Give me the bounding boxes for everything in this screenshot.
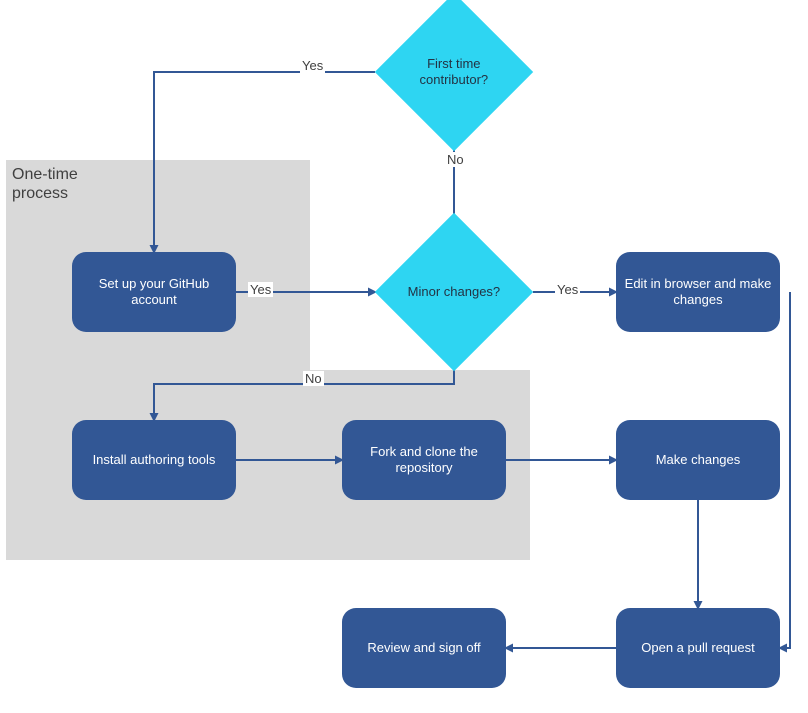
- group-label: One-time process: [12, 165, 78, 203]
- process-review: Review and sign off: [342, 608, 506, 688]
- edge-label-ft-no: No: [445, 152, 466, 167]
- edge-label-mc-no: No: [303, 371, 324, 386]
- decision-first-time: First time contributor?: [375, 0, 533, 151]
- flowchart-canvas: One-time process First time contributor?…: [0, 0, 808, 713]
- edge-label-ft-yes: Yes: [300, 58, 325, 73]
- process-make-changes: Make changes: [616, 420, 780, 500]
- edge-label-mc-yes: Yes: [555, 282, 580, 297]
- edge-label-gh-minor: Yes: [248, 282, 273, 297]
- process-edit-browser: Edit in browser and make changes: [616, 252, 780, 332]
- edge-browser-down: [780, 292, 790, 648]
- process-install-tools: Install authoring tools: [72, 420, 236, 500]
- process-fork-clone: Fork and clone the repository: [342, 420, 506, 500]
- decision-minor-changes-label: Minor changes?: [398, 284, 510, 300]
- process-setup-github: Set up your GitHub account: [72, 252, 236, 332]
- process-open-pr: Open a pull request: [616, 608, 780, 688]
- decision-first-time-label: First time contributor?: [398, 56, 510, 88]
- decision-minor-changes: Minor changes?: [375, 213, 533, 371]
